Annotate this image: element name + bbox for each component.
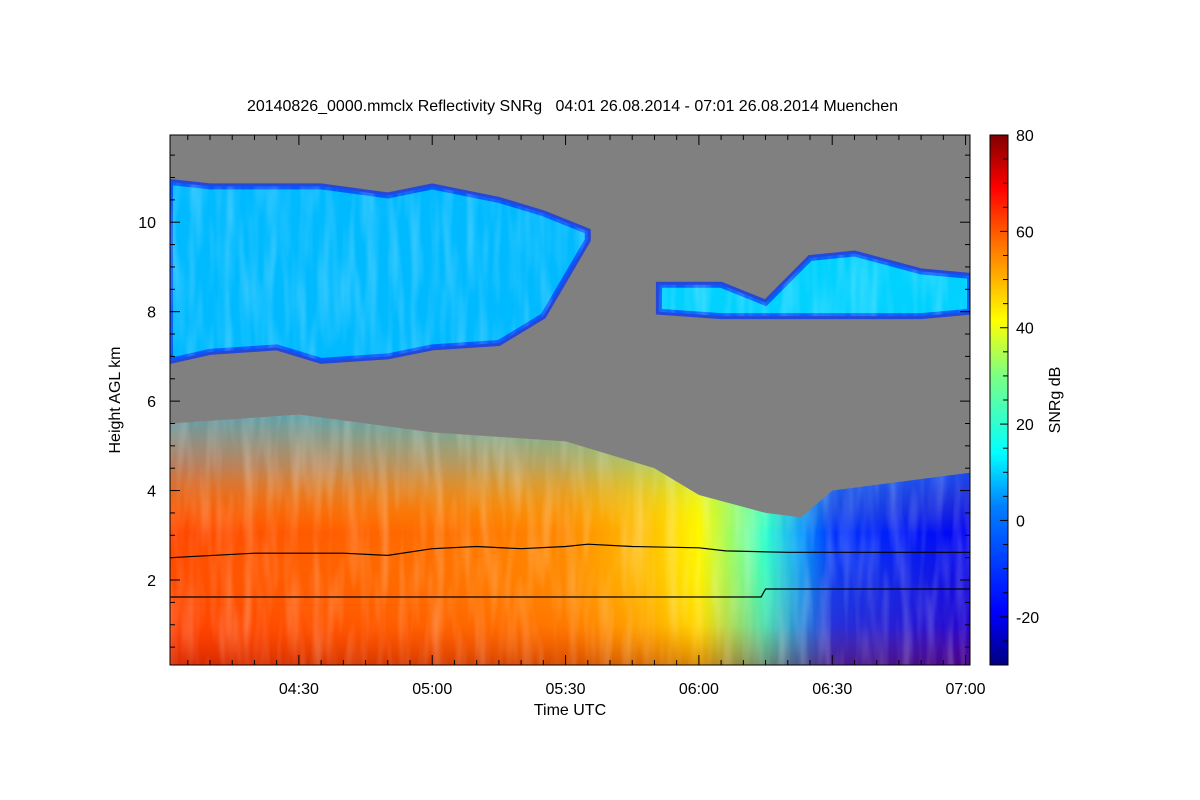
layer-boundary-layer-texture <box>170 414 970 665</box>
y-tick-label: 6 <box>147 394 156 411</box>
layer-upper-cloud-texture <box>658 253 970 317</box>
colorbar-label: SNRg dB <box>1047 367 1064 434</box>
y-axis: 2 4 6 8 10 <box>138 154 970 648</box>
y-tick-label: 4 <box>147 484 156 501</box>
y-tick-label: 2 <box>147 573 156 590</box>
y-tick-label: 8 <box>147 305 156 322</box>
colorbar-tick-label: 20 <box>1016 417 1034 434</box>
chart-title: 20140826_0000.mmclx Reflectivity SNRg 04… <box>246 98 899 115</box>
x-tick-label: 06:00 <box>679 681 719 698</box>
colorbar-tick-label: 80 <box>1016 128 1034 145</box>
colorbar-tick-label: -20 <box>1016 610 1039 627</box>
y-axis-label: Height AGL km <box>107 346 124 453</box>
line-lower <box>170 588 970 598</box>
x-axis: 04:30 05:00 05:30 06:00 06:30 07:00 <box>187 135 986 698</box>
colorbar: -20 0 20 40 60 80 <box>989 128 1039 666</box>
layer-cirrus-texture <box>170 182 588 361</box>
line-upper <box>170 543 970 559</box>
colorbar-tick-label: 60 <box>1016 224 1034 241</box>
x-tick-label: 05:00 <box>412 681 452 698</box>
x-axis-label: Time UTC <box>534 702 606 719</box>
plot-area <box>169 134 971 666</box>
x-tick-label: 06:30 <box>812 681 852 698</box>
y-tick-label: 10 <box>138 215 156 232</box>
colorbar-tick-label: 0 <box>1016 513 1025 530</box>
colorbar-tick-label: 40 <box>1016 321 1034 338</box>
plot-frame <box>169 134 971 666</box>
x-tick-label: 05:30 <box>546 681 586 698</box>
x-tick-label: 04:30 <box>279 681 319 698</box>
x-tick-label: 07:00 <box>946 681 986 698</box>
